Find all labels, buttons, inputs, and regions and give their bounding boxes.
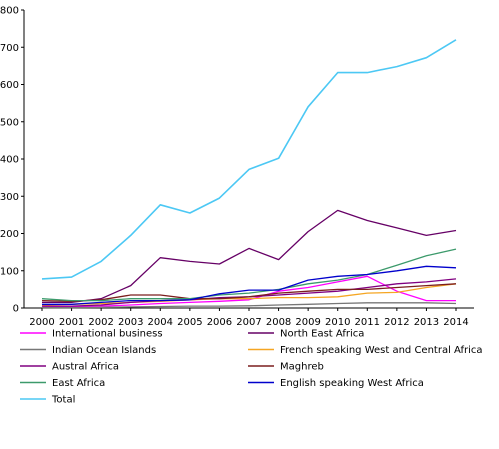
x-tick-label: 2005 [177,317,202,328]
y-tick-label: 400 [0,155,19,166]
x-tick-label: 2002 [88,317,113,328]
series-line-6 [41,248,457,302]
y-tick-label: 300 [0,192,19,203]
y-tick-label: 0 [13,304,19,315]
series-lines [41,39,457,309]
series-line-1 [42,209,457,304]
legend: International business North East Africa I… [20,329,483,406]
x-tick-label: 2008 [266,317,291,328]
series-line-8 [41,39,457,280]
y-tick-label: 800 [0,6,19,17]
legend-label: Indian Ocean Islands [52,345,156,356]
series-line-5 [41,283,457,302]
legend-label: International business [52,329,163,340]
legend-label: East Africa [52,378,105,389]
x-tick-label: 2013 [414,317,439,328]
x-tick-label: 2003 [118,317,143,328]
series-line-3 [41,283,457,306]
y-tick-label: 500 [0,117,19,128]
x-tick-label: 2010 [325,317,350,328]
x-tick-labels: 2000 2001 2002 2003 2004 2005 2006 2007 2008 2009… [29,317,468,328]
x-tick-label: 2001 [59,317,84,328]
legend-label: French speaking West and Central Africa [280,345,483,356]
y-tick-label: 600 [0,80,19,91]
y-tick-label: 100 [0,266,19,277]
x-tick-label: 2004 [148,317,173,328]
legend-label: English speaking West Africa [280,378,424,389]
legend-label: Total [51,395,75,406]
legend-label: Austral Africa [52,362,119,373]
legend-label: Maghreb [280,362,324,373]
y-tick-label: 700 [0,43,19,54]
x-tick-label: 2014 [443,317,468,328]
y-tick-labels: 0 100 200 300 400 500 600 700 800 [0,6,19,315]
legend-label: North East Africa [280,329,364,340]
x-tick-label: 2006 [207,317,232,328]
series-line-2 [42,302,457,309]
x-tick-label: 2007 [236,317,261,328]
x-tick-label: 2000 [29,317,54,328]
y-tick-label: 200 [0,229,19,240]
series-line-7 [42,265,457,305]
series-line-0 [41,275,456,308]
x-tick-label: 2012 [384,317,409,328]
x-tick-label: 2009 [295,317,320,328]
x-tick-label: 2011 [355,317,380,328]
chart-axes [21,9,474,311]
